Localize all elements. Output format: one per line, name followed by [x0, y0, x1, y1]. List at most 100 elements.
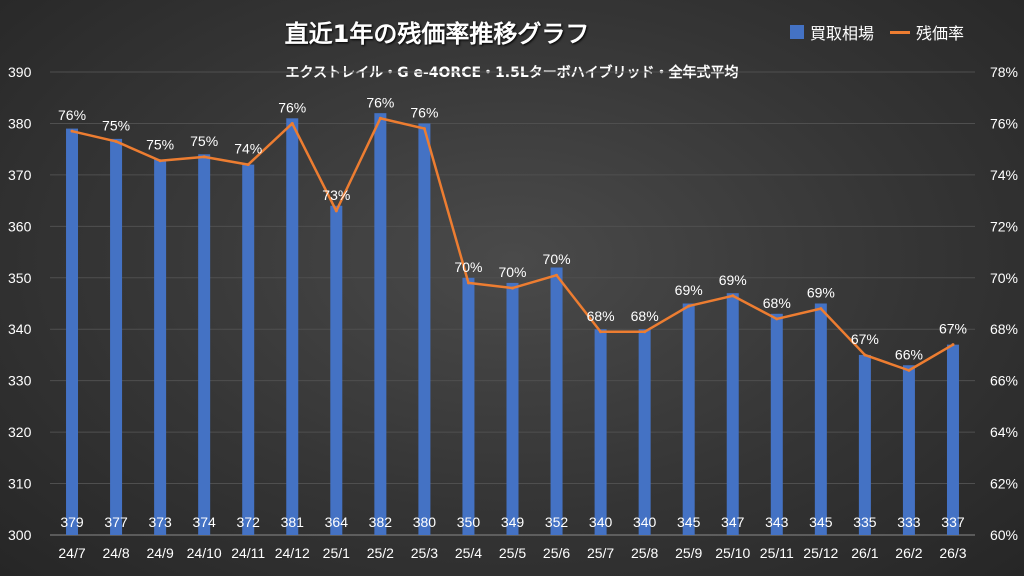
line-data-label: 68%: [631, 308, 659, 324]
line-data-label: 68%: [763, 295, 791, 311]
line-point: [951, 343, 955, 347]
x-tick-label: 25/3: [411, 545, 438, 561]
line-point: [775, 317, 779, 321]
y-right-tick-label: 72%: [990, 218, 1018, 234]
y-right-tick-label: 76%: [990, 115, 1018, 131]
line-data-label: 74%: [234, 141, 262, 157]
line-data-label: 76%: [278, 99, 306, 115]
bar: [154, 159, 167, 535]
line-data-label: 67%: [939, 321, 967, 337]
x-tick-label: 25/7: [587, 545, 614, 561]
bar-data-label: 345: [677, 514, 701, 530]
line-data-label: 75%: [190, 133, 218, 149]
bar-data-label: 347: [721, 514, 745, 530]
line-point: [114, 139, 118, 143]
y-right-tick-label: 60%: [990, 527, 1018, 543]
line-data-label: 68%: [587, 308, 615, 324]
bar: [594, 329, 607, 535]
line-point: [70, 129, 74, 133]
bar-data-label: 364: [325, 514, 349, 530]
x-tick-label: 25/9: [675, 545, 702, 561]
line-point: [643, 330, 647, 334]
bar-data-label: 374: [192, 514, 216, 530]
line-point: [863, 353, 867, 357]
bar: [330, 205, 343, 535]
bar-data-label: 335: [853, 514, 877, 530]
line-point: [687, 304, 691, 308]
line-data-label: 76%: [410, 105, 438, 121]
bar-data-label: 343: [765, 514, 789, 530]
bar: [858, 354, 871, 535]
y-right-tick-label: 78%: [990, 64, 1018, 80]
x-tick-label: 25/6: [543, 545, 570, 561]
bar-data-label: 382: [369, 514, 393, 530]
line-data-label: 70%: [543, 251, 571, 267]
y-left-tick-label: 300: [8, 527, 32, 543]
bar: [110, 138, 123, 535]
bar: [506, 282, 519, 535]
x-tick-label: 26/1: [851, 545, 878, 561]
x-tick-label: 25/10: [715, 545, 750, 561]
line-data-label: 70%: [454, 259, 482, 275]
y-right-tick-label: 74%: [990, 167, 1018, 183]
line-point: [246, 163, 250, 167]
bar-data-label: 377: [104, 514, 128, 530]
y-left-tick-label: 370: [8, 167, 32, 183]
line-point: [466, 281, 470, 285]
line-data-label: 76%: [58, 107, 86, 123]
bar-data-label: 333: [897, 514, 921, 530]
bar-data-label: 379: [60, 514, 84, 530]
y-left-tick-label: 380: [8, 115, 32, 131]
line-point: [907, 368, 911, 372]
line-point: [378, 116, 382, 120]
x-tick-label: 25/11: [760, 545, 794, 561]
bar-data-label: 373: [148, 514, 172, 530]
line-point: [511, 286, 514, 290]
bar: [902, 365, 915, 535]
y-left-tick-label: 350: [8, 270, 32, 286]
line-data-label: 70%: [498, 264, 526, 280]
line-point: [819, 307, 823, 311]
x-tick-label: 26/2: [895, 545, 922, 561]
chart-title-text: 直近1年の残価率推移グラフ: [284, 20, 590, 48]
line-point: [731, 294, 735, 298]
y-left-tick-label: 360: [8, 218, 32, 234]
y-left-tick-label: 330: [8, 373, 32, 389]
line-data-label: 73%: [322, 187, 350, 203]
y-right-tick-label: 70%: [990, 270, 1018, 286]
chart-title: 直近1年の残価率推移グラフ: [0, 14, 1024, 49]
x-tick-label: 24/10: [187, 545, 222, 561]
line-point: [555, 273, 559, 277]
x-tick-label: 25/1: [323, 545, 350, 561]
bar-data-label: 337: [941, 514, 965, 530]
y-right-tick-label: 62%: [990, 476, 1018, 492]
x-tick-label: 26/3: [939, 545, 966, 561]
bar-data-label: 350: [457, 514, 481, 530]
x-tick-label: 25/8: [631, 545, 658, 561]
bar-data-label: 380: [413, 514, 437, 530]
y-right-tick-label: 64%: [990, 424, 1018, 440]
bar-data-label: 340: [589, 514, 613, 530]
bar-data-label: 345: [809, 514, 833, 530]
bar: [198, 154, 211, 536]
legend-line-swatch: [890, 30, 911, 34]
x-tick-label: 24/11: [231, 545, 265, 561]
bar-data-label: 349: [501, 514, 525, 530]
legend-line-label: 残価率: [916, 24, 965, 43]
line-data-label: 69%: [807, 285, 835, 301]
x-tick-label: 24/8: [102, 545, 129, 561]
line-data-label: 75%: [102, 117, 130, 133]
line-data-label: 75%: [146, 137, 174, 153]
bar-data-label: 340: [633, 514, 657, 530]
x-tick-label: 25/4: [455, 545, 482, 561]
bar-data-label: 352: [545, 514, 569, 530]
bar: [286, 118, 299, 536]
bar: [946, 344, 959, 535]
y-left-tick-label: 340: [8, 321, 32, 337]
line-point: [422, 127, 426, 131]
bar: [814, 303, 827, 535]
x-tick-label: 24/12: [275, 545, 310, 561]
legend: 買取相場 残価率: [790, 20, 964, 44]
x-tick-label: 25/2: [367, 545, 394, 561]
